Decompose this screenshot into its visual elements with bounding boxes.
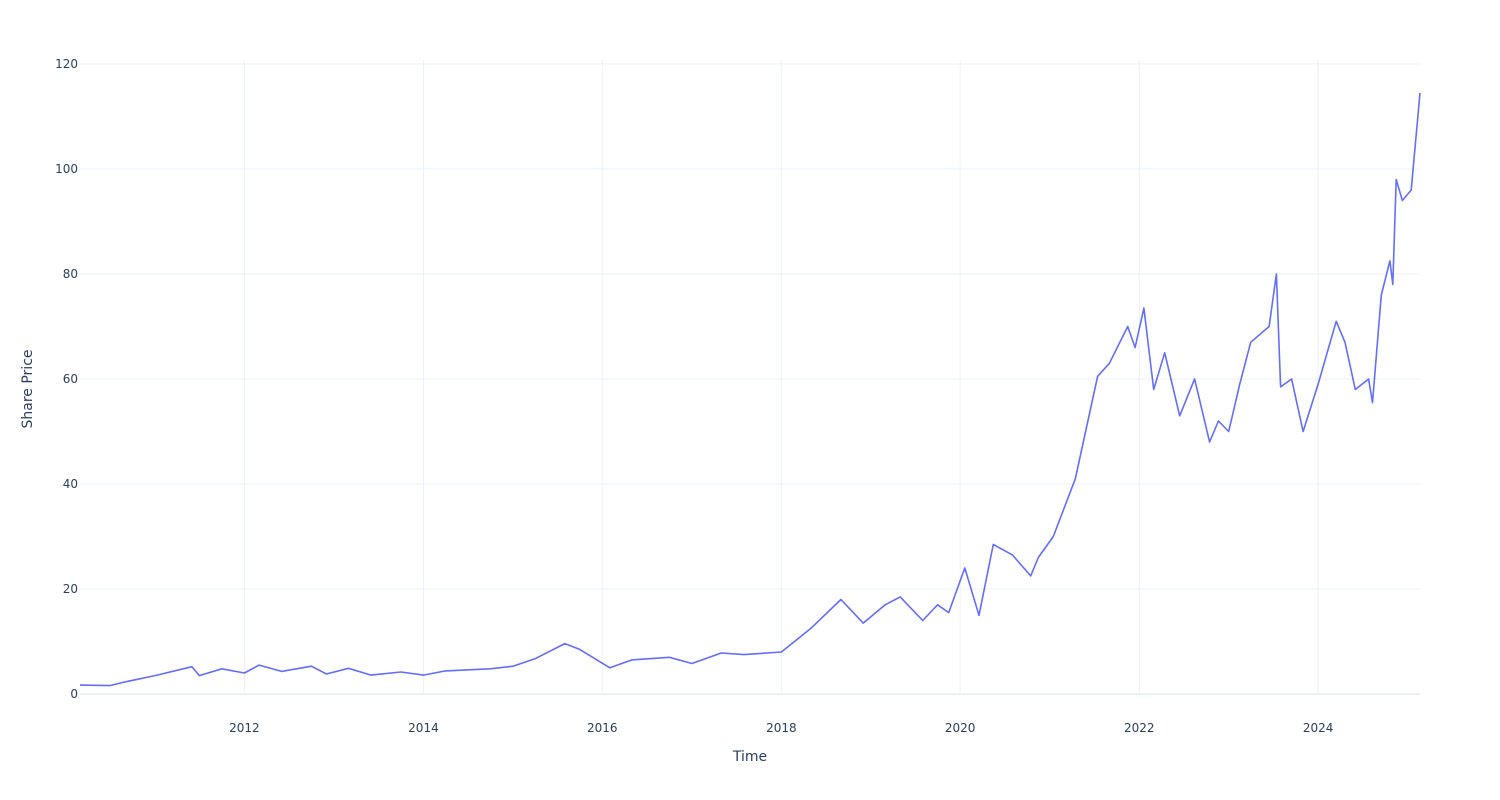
y-tick-label: 40 (63, 477, 78, 491)
x-tick-label: 2016 (587, 721, 618, 735)
y-tick-label: 80 (63, 267, 78, 281)
y-tick-label: 120 (55, 57, 78, 71)
x-tick-labels: 2012 2014 2016 2018 2020 2022 2024 (229, 721, 1333, 735)
y-tick-label: 100 (55, 162, 78, 176)
y-tick-label: 0 (70, 687, 78, 701)
x-tick-label: 2012 (229, 721, 260, 735)
y-tick-label: 20 (63, 582, 78, 596)
x-tick-label: 2020 (945, 721, 976, 735)
y-tick-labels: 0 20 40 60 80 100 120 (55, 57, 78, 701)
price-series-line (79, 92, 1421, 687)
x-axis-title: Time (732, 749, 767, 765)
x-gridlines (243, 60, 1319, 694)
series-layer (79, 92, 1421, 687)
x-tick-label: 2022 (1124, 721, 1155, 735)
y-gridlines (80, 63, 1420, 590)
y-tick-label: 60 (63, 372, 78, 386)
x-tick-label: 2018 (766, 721, 797, 735)
y-axis-title: Share Price (20, 349, 36, 428)
x-tick-label: 2014 (408, 721, 439, 735)
x-tick-label: 2024 (1303, 721, 1334, 735)
